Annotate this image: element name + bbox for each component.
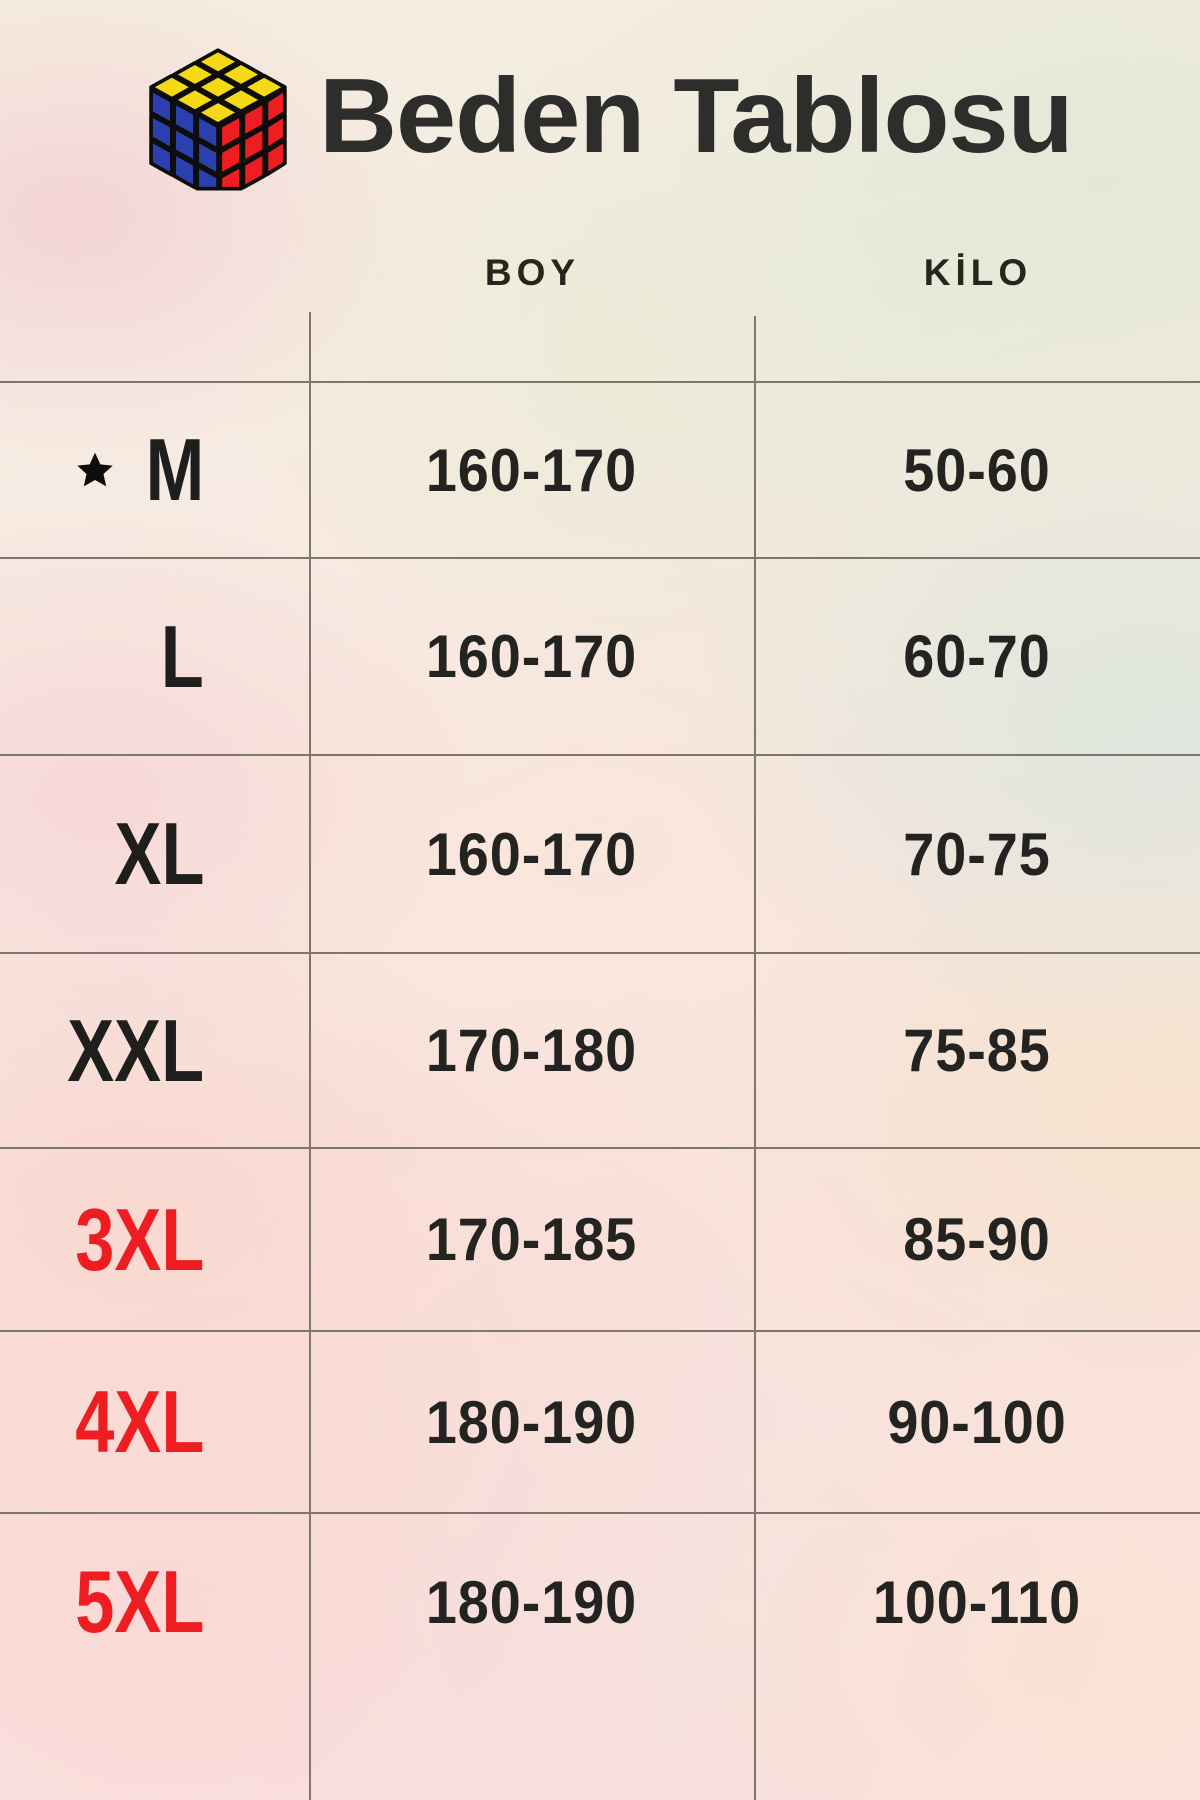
row-divider-1 [0,557,1200,559]
table-row: M 160-170 50-60 [0,383,1200,557]
column-header-kilo: KİLO [923,252,1033,293]
kilo-value: 70-75 [903,820,1051,888]
size-cell: 3XL [0,1189,309,1289]
kilo-value: 50-60 [903,436,1051,504]
chart-header: Beden Tablosu [0,26,1200,206]
row-divider-6 [0,1512,1200,1514]
boy-value: 160-170 [425,820,638,888]
row-divider-3 [0,952,1200,954]
boy-value: 180-190 [425,1568,638,1636]
page-title: Beden Tablosu [318,57,1074,175]
size-cell: XXL [0,1000,309,1100]
size-label: 4XL [74,1372,204,1471]
row-divider-4 [0,1147,1200,1149]
boy-value: 160-170 [425,623,638,690]
table-row: 5XL 180-190 100-110 [0,1514,1200,1690]
column-header-boy: BOY [484,252,581,293]
boy-value: 170-180 [425,1017,638,1084]
boy-value: 180-190 [425,1388,638,1456]
size-label: 3XL [74,1189,204,1289]
table-row: XXL 170-180 75-85 [0,954,1200,1147]
table-row: L 160-170 60-70 [0,559,1200,754]
row-divider-5 [0,1330,1200,1332]
size-label: L [160,606,204,706]
size-label: 5XL [74,1552,204,1651]
kilo-value: 60-70 [903,623,1051,690]
boy-value: 160-170 [425,436,638,504]
kilo-value: 90-100 [887,1388,1067,1456]
size-cell: XL [0,810,309,898]
star-icon [77,452,113,487]
row-divider-2 [0,754,1200,756]
row-divider-header [0,381,1200,383]
size-label: XL [114,804,204,903]
table-row: 3XL 170-185 85-90 [0,1149,1200,1330]
rubiks-cube-icon [148,48,287,191]
size-label: M [145,420,204,519]
size-cell: L [0,606,309,706]
kilo-value: 100-110 [872,1568,1082,1636]
size-cell: 4XL [0,1378,309,1466]
size-cell: 5XL [0,1558,309,1646]
column-divider-1 [309,312,311,1800]
size-label: XXL [67,1000,204,1100]
column-divider-2 [754,316,756,1800]
kilo-value: 75-85 [903,1017,1051,1084]
table-row: 4XL 180-190 90-100 [0,1332,1200,1512]
boy-value: 170-185 [425,1206,638,1273]
table-row: XL 160-170 70-75 [0,756,1200,952]
kilo-value: 85-90 [903,1206,1051,1273]
size-cell: M [0,426,309,514]
